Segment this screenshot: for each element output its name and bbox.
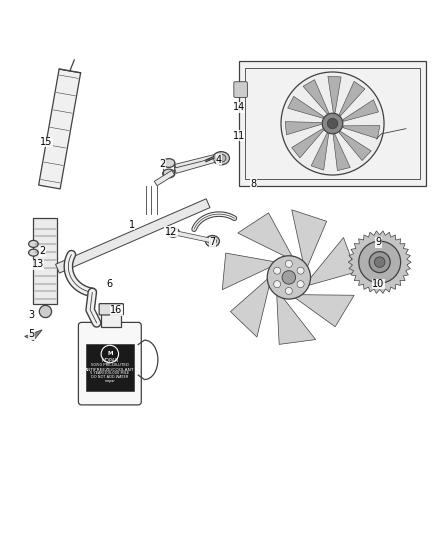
Polygon shape	[288, 96, 324, 118]
Text: 9: 9	[375, 238, 381, 247]
Ellipse shape	[170, 230, 177, 235]
Polygon shape	[333, 134, 350, 171]
Circle shape	[274, 267, 281, 274]
Polygon shape	[56, 199, 210, 273]
Text: 5: 5	[28, 329, 34, 339]
Text: 5 YEAR/100,000 MILE: 5 YEAR/100,000 MILE	[90, 372, 129, 375]
Circle shape	[369, 252, 390, 272]
Text: 4: 4	[216, 155, 222, 165]
Polygon shape	[303, 79, 329, 114]
Polygon shape	[25, 330, 42, 341]
Ellipse shape	[162, 169, 175, 178]
Circle shape	[297, 281, 304, 288]
Circle shape	[359, 241, 401, 283]
Text: 15: 15	[40, 137, 53, 147]
Text: 8: 8	[251, 179, 257, 189]
Bar	[245, 68, 420, 179]
Circle shape	[286, 287, 292, 294]
Polygon shape	[154, 171, 175, 186]
FancyBboxPatch shape	[99, 304, 124, 315]
Circle shape	[282, 271, 296, 284]
Circle shape	[374, 257, 385, 268]
Bar	[239, 61, 426, 185]
Text: 12: 12	[165, 227, 177, 237]
Text: 3: 3	[28, 310, 34, 319]
Text: 6: 6	[107, 279, 113, 289]
Text: 1: 1	[129, 220, 135, 230]
Text: MOPAR: MOPAR	[101, 358, 119, 362]
Polygon shape	[174, 157, 215, 173]
FancyBboxPatch shape	[78, 322, 141, 405]
Polygon shape	[230, 278, 270, 337]
Circle shape	[281, 72, 384, 175]
Text: 13: 13	[32, 260, 44, 269]
Polygon shape	[173, 230, 211, 243]
Circle shape	[327, 118, 338, 128]
Text: DO NOT ADD WATER: DO NOT ADD WATER	[91, 375, 128, 379]
Polygon shape	[292, 210, 327, 268]
Polygon shape	[348, 231, 411, 293]
Text: M: M	[107, 351, 113, 357]
Text: ANTIFREEZE/COOLANT: ANTIFREEZE/COOLANT	[85, 368, 134, 372]
Ellipse shape	[213, 152, 230, 165]
Circle shape	[322, 113, 343, 134]
Polygon shape	[39, 69, 81, 189]
Ellipse shape	[208, 238, 216, 244]
FancyBboxPatch shape	[234, 82, 247, 98]
Ellipse shape	[205, 236, 219, 247]
Polygon shape	[285, 122, 321, 135]
Polygon shape	[294, 295, 354, 327]
Ellipse shape	[28, 249, 38, 256]
Bar	[86, 344, 134, 391]
Text: 10: 10	[372, 279, 385, 289]
Circle shape	[39, 305, 52, 318]
Polygon shape	[343, 100, 378, 122]
Polygon shape	[238, 213, 293, 257]
Polygon shape	[223, 253, 276, 289]
Circle shape	[274, 281, 281, 288]
Ellipse shape	[28, 240, 38, 247]
Ellipse shape	[216, 154, 226, 162]
Polygon shape	[339, 82, 365, 116]
Circle shape	[267, 256, 311, 299]
Text: 50/50 PRE-DILUTED: 50/50 PRE-DILUTED	[91, 363, 129, 367]
Polygon shape	[175, 155, 214, 168]
Polygon shape	[277, 294, 316, 344]
Text: 14: 14	[233, 102, 245, 112]
Polygon shape	[311, 133, 328, 170]
Polygon shape	[307, 238, 356, 286]
Circle shape	[286, 261, 292, 268]
Ellipse shape	[167, 228, 179, 237]
Polygon shape	[343, 126, 380, 139]
Polygon shape	[339, 132, 371, 160]
Bar	[33, 219, 57, 304]
Text: 2: 2	[39, 246, 45, 256]
Ellipse shape	[162, 159, 175, 167]
Text: 7: 7	[209, 238, 215, 247]
Text: mopar: mopar	[105, 379, 115, 383]
Text: 2: 2	[159, 159, 166, 169]
Text: 16: 16	[110, 305, 123, 315]
Text: 11: 11	[233, 131, 245, 141]
Polygon shape	[328, 76, 341, 112]
Bar	[101, 313, 121, 327]
Polygon shape	[292, 129, 324, 158]
Circle shape	[297, 267, 304, 274]
